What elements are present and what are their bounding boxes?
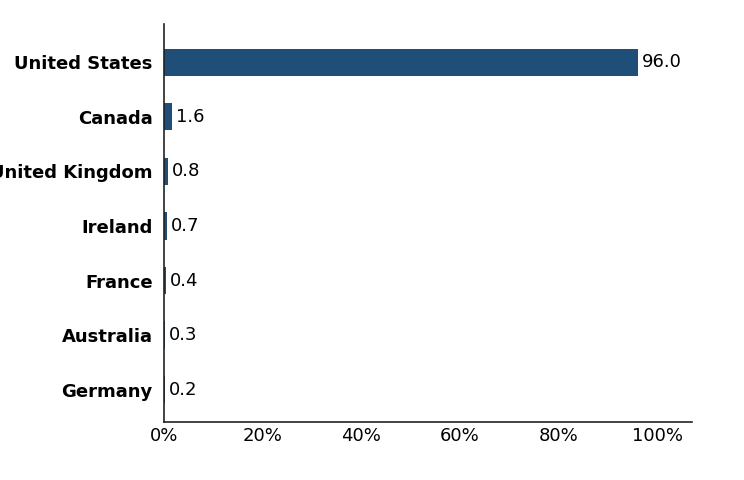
Bar xyxy=(164,158,167,185)
Text: 0.3: 0.3 xyxy=(169,326,198,344)
Bar xyxy=(164,103,172,131)
Text: 96.0: 96.0 xyxy=(641,53,682,71)
Bar xyxy=(164,48,638,76)
Bar xyxy=(164,322,165,349)
Text: 1.6: 1.6 xyxy=(176,108,204,126)
Text: 0.4: 0.4 xyxy=(170,272,198,289)
Text: 0.7: 0.7 xyxy=(171,217,199,235)
Bar xyxy=(164,267,166,294)
Bar xyxy=(164,212,167,240)
Text: 0.2: 0.2 xyxy=(169,381,197,399)
Text: 0.8: 0.8 xyxy=(172,162,200,180)
